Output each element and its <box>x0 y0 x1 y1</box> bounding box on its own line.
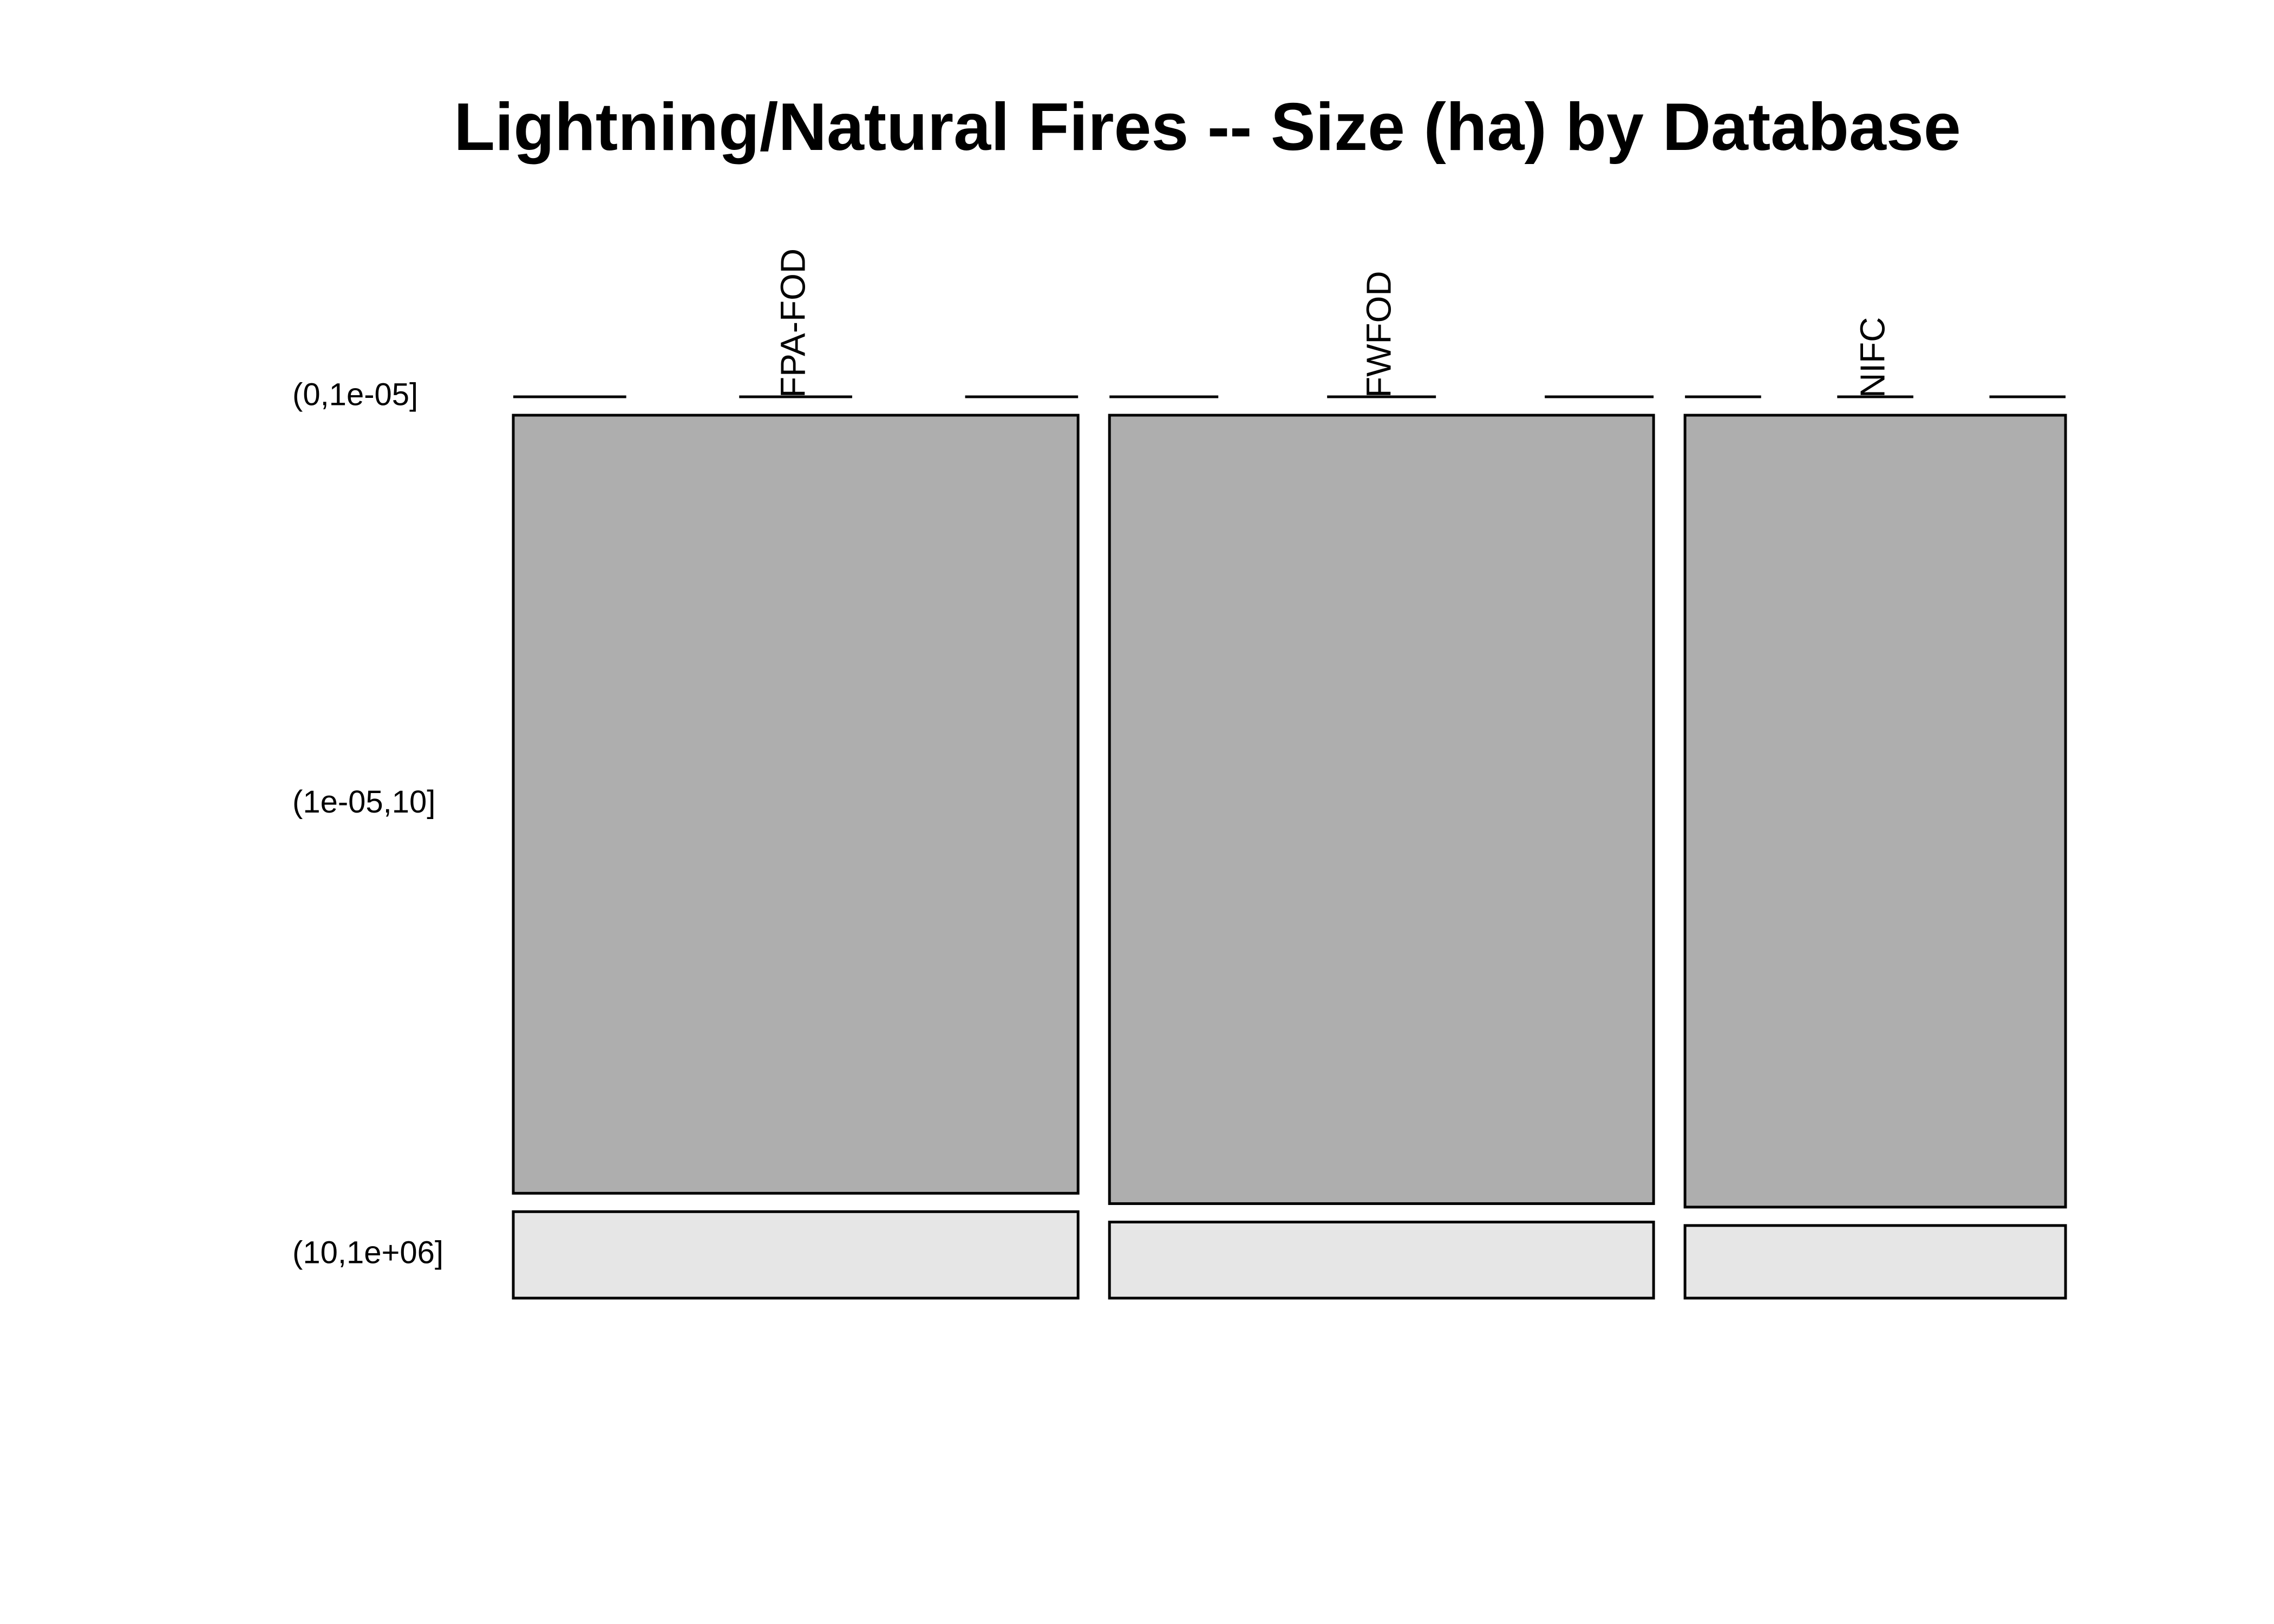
cell-fwfod-row-2 <box>1108 1220 1655 1300</box>
cell-nifc-row-2 <box>1683 1224 2067 1300</box>
row-label-2: (10,1e+06] <box>292 1235 443 1270</box>
column-label-nifc: NIFC <box>1853 317 1892 398</box>
chart-title: Lightning/Natural Fires -- Size (ha) by … <box>454 90 1961 165</box>
mosaic-cells <box>512 395 2067 1300</box>
column-labels: FPA-FOD FWFOD NIFC <box>773 248 1892 398</box>
column-label-fpa-fod: FPA-FOD <box>773 248 812 398</box>
cell-fpa-fod-row-2 <box>512 1210 1080 1300</box>
row-labels: (0,1e-05] (1e-05,10] (10,1e+06] <box>292 377 443 1270</box>
cell-fpa-fod-row-1 <box>512 414 1080 1195</box>
cell-nifc-row-1 <box>1683 414 2067 1209</box>
row-label-0: (0,1e-05] <box>292 377 418 412</box>
row-label-1: (1e-05,10] <box>292 784 435 820</box>
column-label-fwfod: FWFOD <box>1360 271 1399 398</box>
cell-fwfod-row-1 <box>1108 414 1655 1205</box>
